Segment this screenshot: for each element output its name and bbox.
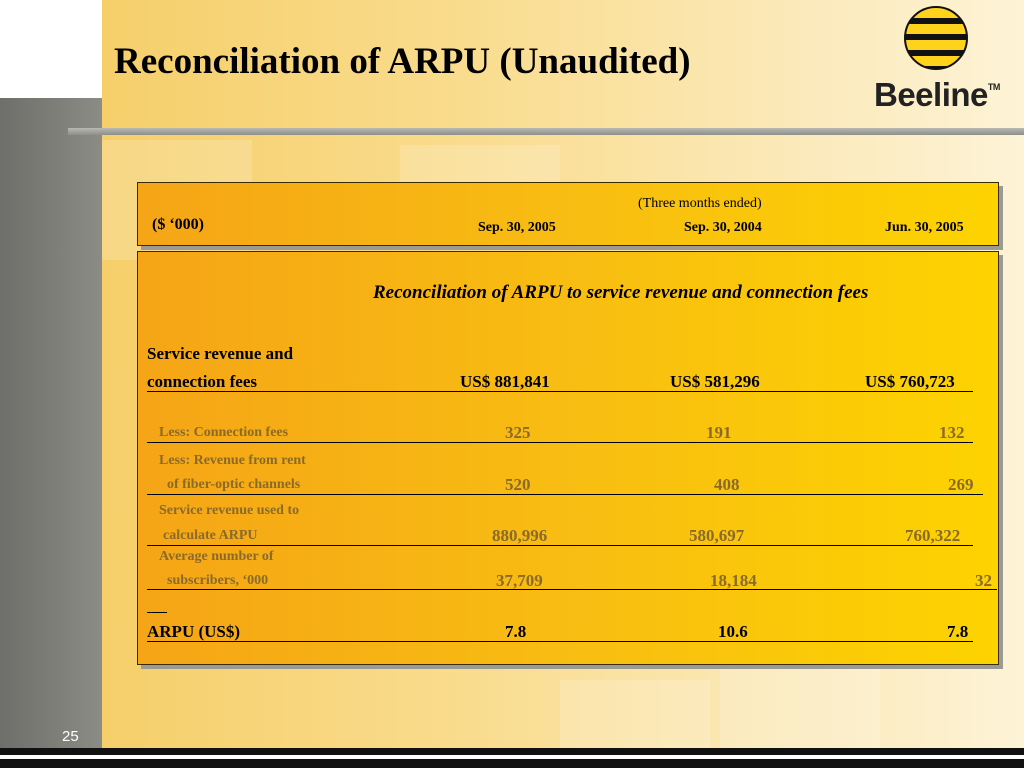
bottom-stripe: [0, 755, 1024, 759]
background-tile: [560, 680, 710, 750]
row-value: US$ 881,841: [460, 372, 550, 391]
row-label: Average number of: [159, 549, 274, 564]
row-value: 132: [939, 423, 965, 442]
beeline-logo: BeelineTM: [872, 6, 1012, 116]
row-value: 408: [714, 475, 740, 494]
row-divider: [147, 494, 983, 495]
column-header: Sep. 30, 2004: [684, 220, 762, 235]
row-divider: [147, 641, 973, 642]
row-value: 760,322: [905, 526, 961, 545]
row-value: 269: [948, 475, 974, 494]
title-rule: [68, 128, 1024, 135]
row-value: US$ 581,296: [670, 372, 760, 391]
row-divider: [147, 545, 973, 546]
corner-white-block: [0, 0, 102, 98]
slide-title: Reconciliation of ARPU (Unaudited): [114, 41, 691, 82]
unit-label: ($ ‘000): [152, 216, 204, 233]
row-value: 32: [975, 571, 992, 590]
column-header: Sep. 30, 2005: [478, 220, 556, 235]
row-label: ARPU (US$): [147, 622, 241, 641]
row-label: Less: Revenue from rent: [159, 453, 306, 468]
row-value: 880,996: [492, 526, 548, 545]
page-number: 25: [62, 728, 79, 745]
row-divider: [147, 391, 973, 392]
row-value: US$ 760,723: [865, 372, 955, 391]
row-divider: [147, 442, 973, 443]
row-value: 520: [505, 475, 531, 494]
row-value: 325: [505, 423, 531, 442]
table-body-panel: Reconciliation of ARPU to service revenu…: [137, 251, 999, 665]
row-value: 18,184: [710, 571, 757, 590]
separator-dash: [147, 612, 167, 613]
logo-wordmark: BeelineTM: [874, 76, 1000, 113]
row-value: 7.8: [947, 622, 969, 641]
row-label: of fiber-optic channels: [167, 477, 301, 492]
section-title: Reconciliation of ARPU to service revenu…: [373, 282, 869, 303]
column-header: Jun. 30, 2005: [885, 220, 964, 235]
row-value: 191: [706, 423, 732, 442]
left-gray-bar: [0, 98, 102, 748]
row-label: calculate ARPU: [163, 528, 258, 543]
row-value: 7.8: [505, 622, 527, 641]
striped-ball-icon: [904, 6, 968, 70]
period-caption: (Three months ended): [638, 196, 762, 211]
table-header-panel: (Three months ended) ($ ‘000) Sep. 30, 2…: [137, 182, 999, 246]
row-label: Service revenue and: [147, 344, 294, 363]
row-label: subscribers, ‘000: [167, 573, 269, 588]
row-label: Service revenue used to: [159, 503, 300, 518]
row-label: connection fees: [147, 372, 258, 391]
row-divider: [147, 589, 997, 590]
row-value: 37,709: [496, 571, 543, 590]
row-value: 580,697: [689, 526, 745, 545]
row-label: Less: Connection fees: [159, 425, 289, 440]
row-value: 10.6: [718, 622, 748, 641]
